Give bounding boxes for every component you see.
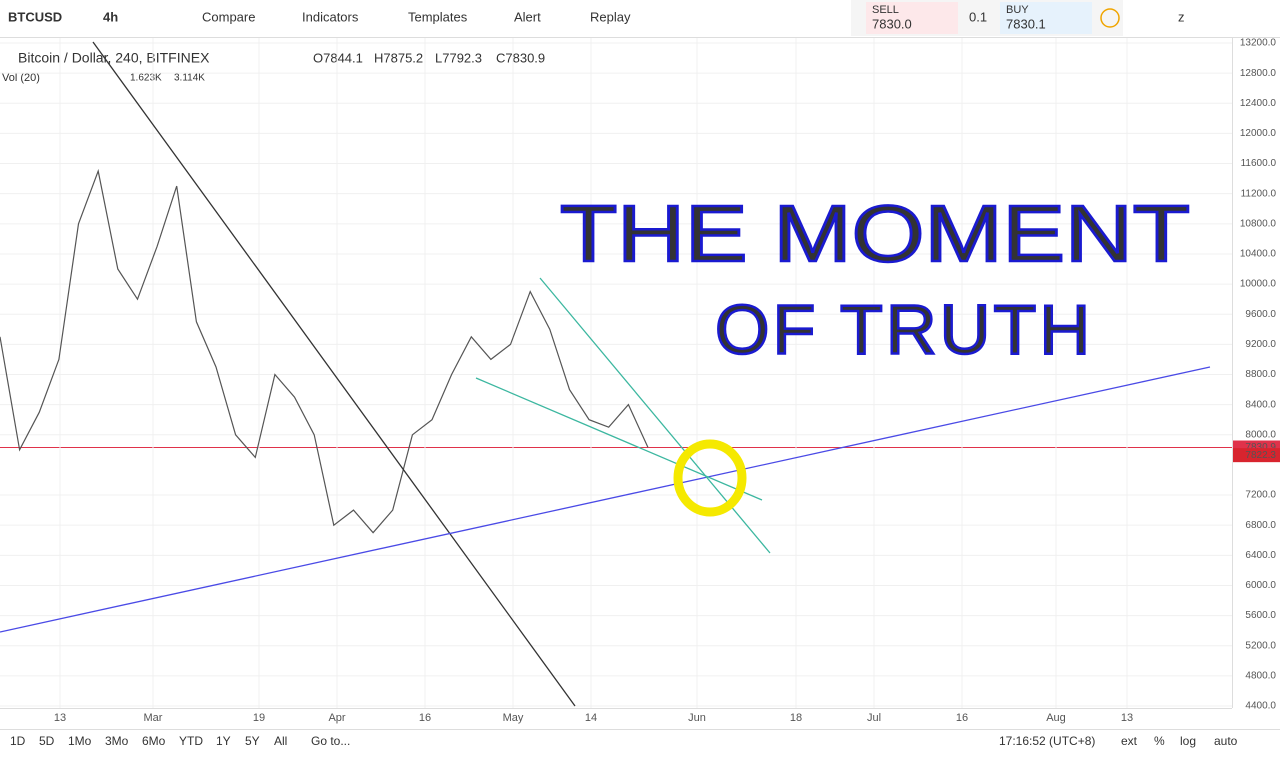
y-tick-label: 10000.0 [1240,279,1277,290]
sell-box[interactable] [866,2,958,34]
second-price-label: 7822.3 [1245,450,1276,461]
y-tick-label: 12800.0 [1240,68,1277,79]
range-button[interactable]: 1Mo [68,734,92,748]
volume-value: 3.114K [174,73,205,84]
y-tick-label: 8400.0 [1245,399,1276,410]
x-tick-label: Jul [867,712,881,724]
y-tick-label: 5600.0 [1245,610,1276,621]
x-tick-label: Aug [1046,712,1066,724]
y-tick-label: 11200.0 [1241,188,1277,199]
y-tick-label: 13200.0 [1240,38,1277,49]
trendline [475,377,763,501]
range-button[interactable]: 5Y [245,734,260,748]
annotation: THE MOMENT [560,189,1190,278]
y-tick-label: 5200.0 [1245,640,1276,651]
y-tick-label: 7200.0 [1245,490,1276,501]
x-tick-label: 19 [253,712,265,724]
y-tick-label: 9600.0 [1245,309,1276,320]
toolbar-button[interactable]: Indicators [302,9,359,24]
toolbar-button[interactable]: Templates [408,9,468,24]
last-price-label: 7830.9 [1245,442,1276,453]
scale-option[interactable]: log [1180,734,1196,748]
drawings [0,41,1211,707]
y-tick-label: 12400.0 [1240,98,1277,109]
price-line-series [0,168,649,534]
x-tick-label: 14 [585,712,597,724]
scale-option[interactable]: % [1154,734,1165,748]
sell-label: SELL [872,4,899,16]
x-tick-label: Apr [328,712,345,724]
toolbar-button[interactable]: Replay [590,9,631,24]
range-button[interactable]: 5D [39,734,55,748]
highlight-circle [673,439,747,517]
y-tick-label: 10800.0 [1240,218,1277,229]
second-price-tag [1233,448,1280,463]
legend-low: L7792.3 [435,50,482,65]
x-tick-label: 13 [1121,712,1133,724]
y-tick-label: 6000.0 [1245,580,1276,591]
clock: 17:16:52 (UTC+8) [999,734,1095,748]
sell-price: 7830.0 [872,16,912,31]
annotation: OF TRUTH [715,290,1090,368]
volume-title: Vol (20) [2,72,40,84]
scale-option[interactable]: auto [1214,734,1238,748]
buy-label: BUY [1006,4,1029,16]
buy-price: 7830.1 [1006,16,1046,31]
buy-box[interactable] [1000,2,1092,34]
y-tick-label: 4800.0 [1245,671,1276,682]
y-tick-label: 8000.0 [1245,429,1276,440]
x-tick-label: May [503,712,524,724]
interval[interactable]: 4h [103,9,118,24]
x-tick-label: 16 [956,712,968,724]
legend-open: O7844.1 [313,50,363,65]
volume-value: 1.623K [130,73,162,84]
y-tick-label: 9200.0 [1245,339,1276,350]
x-tick-label: Jun [688,712,706,724]
range-button[interactable]: YTD [179,734,203,748]
range-button[interactable]: 6Mo [142,734,166,748]
y-tick-label: 12000.0 [1240,128,1277,139]
y-tick-label: 11600.0 [1241,158,1277,169]
x-tick-label: Mar [144,712,163,724]
range-button[interactable]: All [274,734,287,748]
y-tick-label: 4400.0 [1245,701,1276,712]
y-tick-label: 8800.0 [1245,369,1276,380]
legend-title: Bitcoin / Dollar, 240, BITFINEX [18,50,210,66]
toolbar-button[interactable]: Alert [514,9,541,24]
toolbar-button[interactable]: Compare [202,9,255,24]
x-tick-label: 13 [54,712,66,724]
trendline [92,41,576,707]
x-tick-label: 18 [790,712,802,724]
range-button[interactable]: 1D [10,734,26,748]
scale-option[interactable]: ext [1121,734,1138,748]
x-tick-label: 16 [419,712,431,724]
y-tick-label: 6800.0 [1245,520,1276,531]
legend-close: C7830.9 [496,50,545,65]
goto-button[interactable]: Go to... [311,734,350,748]
info-icon[interactable] [1100,8,1120,28]
range-button[interactable]: 1Y [216,734,231,748]
layout-name[interactable]: z [1178,9,1185,24]
legend-high: H7875.2 [374,50,423,65]
range-button[interactable]: 3Mo [105,734,129,748]
y-tick-label: 10400.0 [1240,249,1277,260]
quantity: 0.1 [969,9,987,24]
trendline [0,366,1211,633]
y-tick-label: 6400.0 [1245,550,1276,561]
symbol[interactable]: BTCUSD [8,9,62,24]
